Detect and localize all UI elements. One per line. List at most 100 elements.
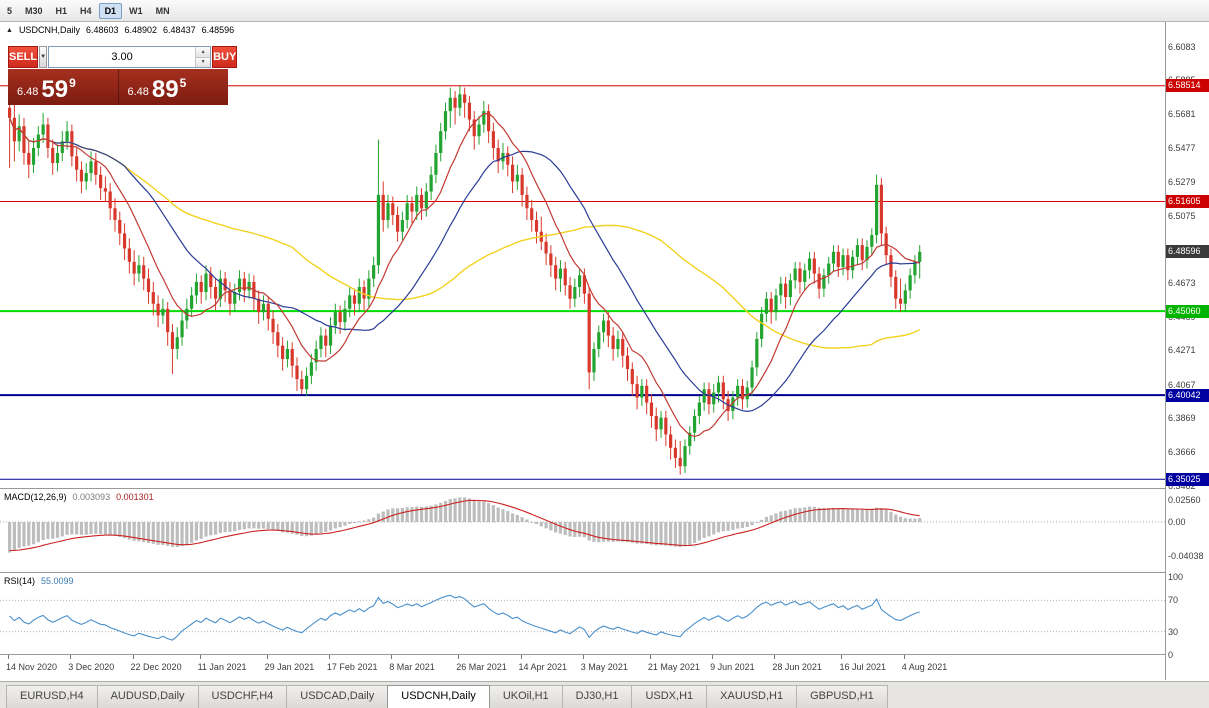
price-tick: 6.3666 — [1168, 446, 1196, 457]
macd-separator — [0, 488, 1209, 489]
date-tick-mark — [841, 655, 843, 659]
one-click-trading-panel: SELL ▼ ▲ ▼ BUY 6.48 59 9 — [8, 46, 238, 105]
price-tick: 6.5075 — [1168, 210, 1196, 221]
chart-region: ▲ USDCNH,Daily 6.48603 6.48902 6.48437 6… — [0, 22, 1209, 682]
chart-tab-usdx-h1[interactable]: USDX,H1 — [631, 685, 708, 708]
chart-tab-usdcnh-daily[interactable]: USDCNH,Daily — [387, 685, 490, 708]
date-tick-mark — [520, 655, 522, 659]
price-tick: 6.3869 — [1168, 412, 1196, 423]
sell-price-prefix: 6.48 — [17, 86, 39, 98]
timeframe-button-H4[interactable]: H4 — [80, 5, 92, 16]
date-tick-mark — [328, 655, 330, 659]
stepper-up-icon[interactable]: ▲ — [196, 47, 211, 58]
price-level-badge: 6.58514 — [1166, 79, 1209, 93]
volume-input[interactable] — [49, 47, 196, 67]
date-tick-mark — [199, 655, 201, 659]
date-label: 14 Nov 2020 — [6, 662, 58, 672]
rsi-scale-label: 30 — [1168, 626, 1179, 637]
rsi-scale-label: 0 — [1168, 650, 1174, 660]
chart-tab-usdcad-daily[interactable]: USDCAD,Daily — [286, 685, 389, 708]
date-axis-separator — [0, 654, 1209, 655]
rsi-value: 55.0099 — [41, 576, 74, 586]
macd-name: MACD(12,26,9) — [4, 492, 67, 502]
chart-tab-audusd-daily[interactable]: AUDUSD,Daily — [96, 685, 199, 708]
date-tick-mark — [903, 655, 905, 659]
date-axis[interactable]: 14 Nov 2020 3 Dec 2020 22 Dec 2020 11 Jan 2… — [0, 655, 1165, 680]
price-tick: 6.5681 — [1168, 109, 1196, 120]
chart-tab-eurusd-h4[interactable]: EURUSD,H4 — [6, 685, 98, 708]
buy-price-sup: 5 — [179, 76, 187, 90]
date-label: 29 Jan 2021 — [264, 662, 315, 672]
rsi-label: RSI(14) 55.0099 — [4, 576, 74, 586]
buy-button[interactable]: BUY — [212, 46, 238, 68]
quote-symbol: USDCNH,Daily — [18, 25, 80, 35]
date-label: 28 Jun 2021 — [772, 662, 822, 672]
sell-button[interactable]: SELL — [8, 46, 39, 68]
price-tick: 6.4271 — [1168, 345, 1196, 356]
macd-scale-label: 0.00 — [1168, 517, 1186, 527]
macd-label: MACD(12,26,9) 0.003093 0.001301 — [4, 492, 154, 502]
bid-ask-display: 6.48 59 9 6.48 89 5 — [8, 69, 228, 105]
volume-stepper: ▲ ▼ — [195, 47, 211, 67]
price-tick: 6.6083 — [1168, 41, 1196, 52]
timeframe-button-MN[interactable]: MN — [155, 5, 170, 16]
price-scale[interactable]: 6.60836.58856.56816.54776.52796.50756.48… — [1165, 22, 1209, 680]
date-tick-mark — [8, 655, 9, 659]
rsi-separator — [0, 572, 1209, 573]
buy-price[interactable]: 6.48 89 5 — [119, 69, 229, 105]
chart-tab-gbpusd-h1[interactable]: GBPUSD,H1 — [796, 685, 888, 708]
date-label: 3 Dec 2020 — [68, 662, 115, 672]
date-tick-mark — [712, 655, 714, 659]
quote-line: ▲ USDCNH,Daily 6.48603 6.48902 6.48437 6… — [6, 25, 234, 35]
timeframe-button-H1[interactable]: H1 — [55, 5, 68, 16]
rsi-scale-label: 70 — [1168, 595, 1179, 606]
macd-scale-label: 0.02560 — [1168, 495, 1201, 506]
date-tick-mark — [132, 655, 134, 659]
date-tick-mark — [582, 655, 584, 659]
date-label: 16 Jul 2021 — [839, 662, 886, 672]
chart-tab-usdchf-h4[interactable]: USDCHF,H4 — [197, 685, 288, 708]
chart-tab-dj30-h1[interactable]: DJ30,H1 — [561, 685, 633, 708]
price-up-icon: ▲ — [6, 26, 13, 34]
date-label: 11 Jan 2021 — [197, 662, 247, 672]
price-level-badge: 6.40042 — [1166, 388, 1209, 402]
price-level-badge: 6.51605 — [1166, 194, 1209, 208]
chart-tab-ukoil-h1[interactable]: UKOil,H1 — [488, 685, 563, 708]
volume-dropdown-button[interactable]: ▼ — [39, 46, 48, 68]
quote-close: 6.48596 — [201, 25, 235, 35]
timeframe-button-D1[interactable]: D1 — [98, 2, 123, 19]
price-tick: 6.5477 — [1168, 143, 1196, 154]
date-tick-mark — [70, 655, 72, 659]
timeframe-button-W1[interactable]: W1 — [129, 5, 143, 16]
stepper-down-icon[interactable]: ▼ — [196, 57, 211, 67]
chevron-down-icon: ▼ — [40, 54, 47, 60]
date-tick-mark — [391, 655, 393, 659]
timeframe-button-5[interactable]: 5 — [7, 5, 13, 16]
macd-value-signal: 0.001301 — [116, 492, 154, 502]
rsi-panel[interactable] — [0, 573, 1165, 654]
date-tick-mark — [774, 655, 776, 659]
sell-price-big: 59 — [41, 76, 69, 103]
price-tick: 6.3462 — [1168, 480, 1196, 491]
price-chart-canvas[interactable] — [0, 22, 1165, 488]
macd-panel[interactable] — [0, 489, 1165, 572]
timeframe-button-M30[interactable]: M30 — [25, 5, 43, 16]
price-level-badge: 6.35025 — [1166, 472, 1209, 486]
price-tick: 6.4673 — [1168, 278, 1196, 289]
date-label: 17 Feb 2021 — [326, 662, 378, 672]
quote-low: 6.48437 — [163, 25, 196, 35]
chart-tab-bar: EURUSD,H4 AUDUSD,Daily USDCHF,H4 USDCAD,Dai… — [0, 681, 1209, 708]
date-tick-mark — [266, 655, 268, 659]
rsi-name: RSI(14) — [4, 576, 36, 586]
macd-scale-label: -0.04038 — [1168, 551, 1204, 562]
quote-high: 6.48902 — [124, 25, 158, 35]
chart-tab-xauusd-h1[interactable]: XAUUSD,H1 — [706, 685, 798, 708]
volume-field-wrap: ▲ ▼ — [48, 46, 212, 68]
price-level-badge: 6.48596 — [1166, 245, 1209, 259]
date-tick-mark — [649, 655, 651, 659]
date-label: 21 May 2021 — [647, 662, 700, 672]
sell-price-sup: 9 — [69, 76, 76, 90]
sell-price[interactable]: 6.48 59 9 — [8, 69, 119, 105]
date-label: 9 Jun 2021 — [710, 662, 755, 672]
